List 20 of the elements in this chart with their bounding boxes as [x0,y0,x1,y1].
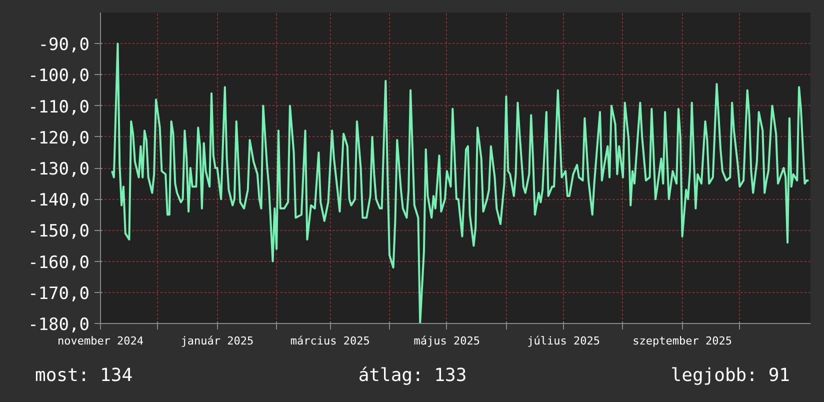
y-tick-label: -120,0 [28,128,90,148]
x-tick-label: május 2025 [414,334,480,348]
x-tick-label: szeptember 2025 [632,334,732,348]
text: most: 134 [35,364,133,388]
y-tick-label: -90,0 [38,35,90,56]
x-tick-label: március 2025 [290,334,370,348]
y-tick-label: -100,0 [28,66,90,86]
y-tick-label: -140,0 [28,190,90,211]
y-tick-label: -170,0 [28,284,90,304]
line-series [110,42,810,324]
y-tick-label: -110,0 [28,97,90,118]
y-tick-label: -160,0 [28,252,90,273]
text: legjobb: 91 [670,364,790,388]
y-tick-label: -150,0 [28,222,90,242]
text: átlag: 133 [358,364,467,388]
y-tick-label: -130,0 [28,160,90,180]
x-tick-label: július 2025 [527,334,600,348]
y-tick-label: -180,0 [28,315,90,335]
x-tick-label: november 2024 [57,334,144,348]
x-tick-label: január 2025 [180,334,254,348]
